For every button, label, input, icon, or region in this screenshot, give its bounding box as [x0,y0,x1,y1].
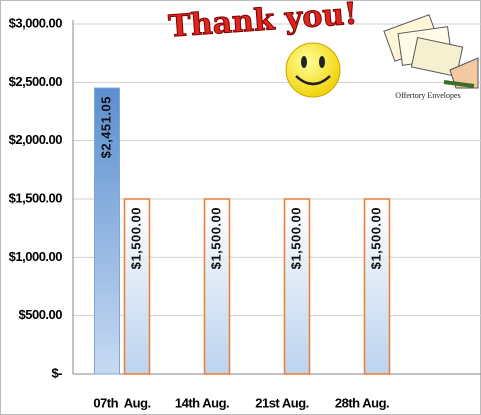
y-tick-label: $3,000.00 [9,15,63,30]
envelopes-caption: Offertory Envelopes [395,91,460,100]
y-tick-label: $1,500.00 [9,190,63,205]
chart: $- $500.00 $1,000.00 $1,500.00 $2,000.00 $2,5… [0,0,481,415]
value-label: $2,451.05 [98,96,113,158]
value-label: $1,500.00 [208,207,223,269]
value-label: $1,500.00 [128,207,143,269]
value-label: $1,500.00 [368,207,383,269]
y-tick-label: $2,000.00 [9,132,63,147]
y-tick-label: $2,500.00 [9,74,63,89]
x-tick-label: 14th Aug. [175,395,229,410]
smiley-eye [319,56,325,68]
y-tick-label: $1,000.00 [9,249,63,264]
value-label: $1,500.00 [288,207,303,269]
x-tick-label: 21st Aug. [255,395,309,410]
y-tick-label: $500.00 [19,307,63,322]
x-tick-label: 07th Aug. [93,395,150,410]
y-tick-label: $- [51,365,62,380]
smiley [286,43,340,97]
x-tick-label: 28th Aug. [335,395,389,410]
smiley-eye [301,56,307,68]
